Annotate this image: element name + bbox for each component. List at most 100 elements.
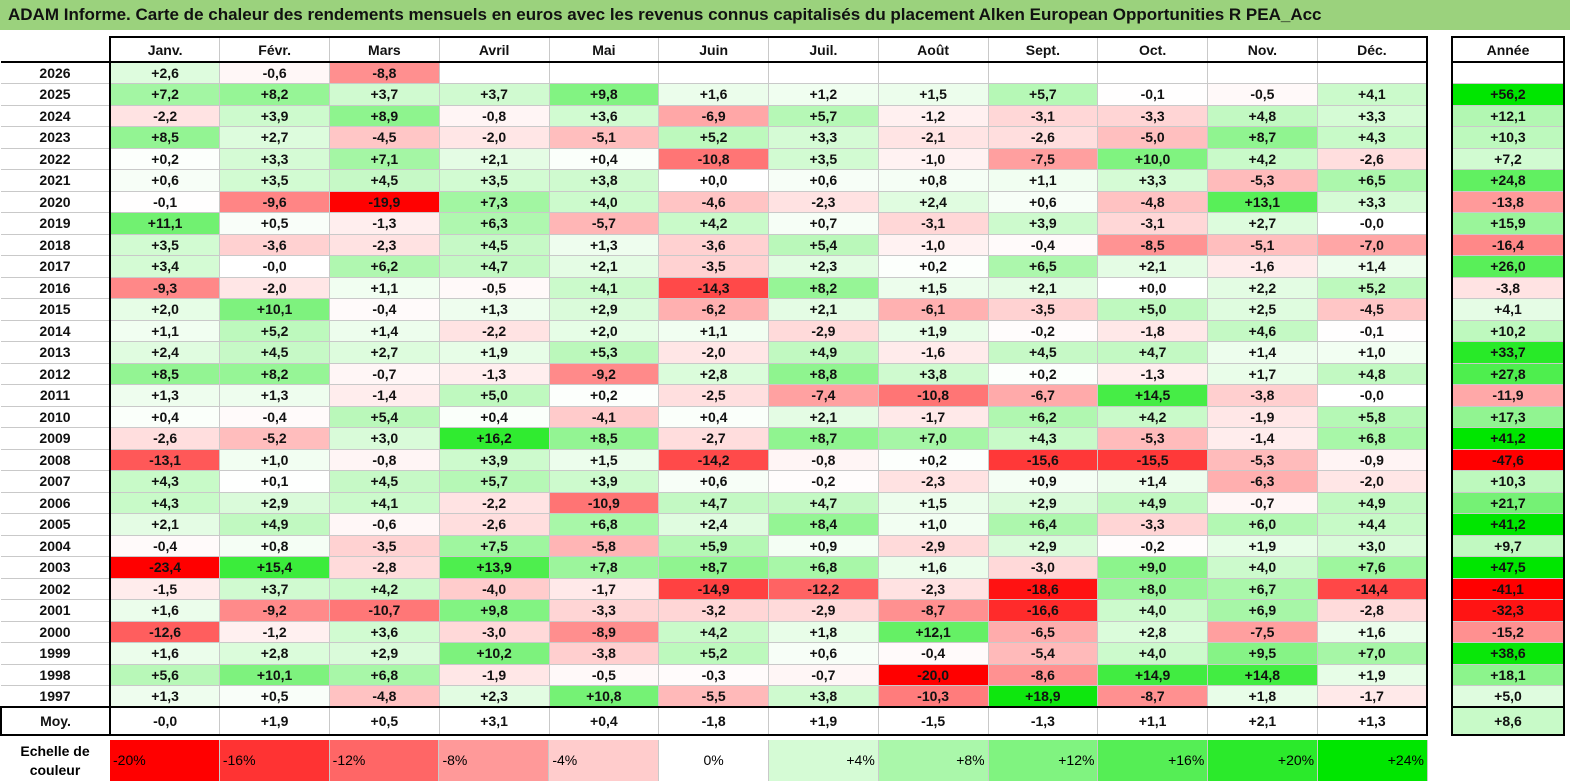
heat-cell: +4,3 [109,470,221,493]
heat-cell: -5,8 [548,534,660,557]
heat-cell: +7,1 [329,147,440,170]
heat-cell [987,61,1099,84]
year-label: 2016 [1,276,111,299]
heat-cell: +4,0 [1207,556,1318,579]
year-row: 2003 -23,4 +15,4 -2,8 +13,9 +7,8 +8,7 +6,8 +1,6-… [1,556,1428,579]
month-header-5: Juin [658,36,769,63]
heat-cell: +3,7 [438,83,550,106]
year-row: 2006 +4,3 +2,9 +4,1 -2,2 -10,9 +4,7 +4,7 +1,5 +2,… [1,491,1428,514]
heat-cell: +7,2 [109,83,221,106]
heat-cell: +1,5 [548,448,660,471]
heat-cell: -18,6 [987,577,1099,600]
heat-cell: -23,4 [109,556,221,579]
heat-cell: -0,0 [1316,212,1428,235]
annual-row: +10,3 [1451,126,1565,149]
year-row: 2015 +2,0 +10,1 -0,4 +1,3 +2,9 -6,2 +2,1 -6,1 -3,… [1,298,1428,321]
heat-cell: +1,5 [877,491,989,514]
annual-row: -32,3 [1451,599,1565,622]
heat-cell: -8,7 [1097,685,1208,708]
heat-cell: +6,4 [987,513,1099,536]
average-cell: -1,5 [877,706,989,736]
heat-cell: +4,5 [329,470,440,493]
heat-cell: +3,9 [548,470,660,493]
heat-cell: +1,3 [109,384,221,407]
average-cell: +1,3 [1316,706,1428,736]
heat-cell: +4,3 [109,491,221,514]
heat-cell: +1,9 [438,341,550,364]
average-cell: +1,9 [768,706,879,736]
heat-cell: -2,0 [658,341,769,364]
heat-cell: +8,5 [548,427,660,450]
average-cell: +0,4 [548,706,660,736]
heat-cell: -2,8 [329,556,440,579]
annual-body: +56,2 +12,1 +10,3 +7,2 +24,8 -13,8 +15,9 -16,4 +… [1451,61,1565,708]
heat-cell: +7,0 [877,427,989,450]
heat-cell: +0,0 [658,169,769,192]
heat-cell: +16,2 [438,427,550,450]
heat-cell: -0,0 [1316,384,1428,407]
heat-cell: +15,4 [219,556,330,579]
scale-step: +8% [878,740,989,781]
annual-cell: +18,1 [1451,663,1565,686]
heat-cell: +4,0 [1097,599,1208,622]
heat-cell: +4,2 [658,620,769,643]
year-row: 2025 +7,2 +8,2 +3,7 +3,7 +9,8 +1,6 +1,2 +1,5 +5,7… [1,83,1428,106]
heat-cell: -4,6 [658,190,769,213]
annual-row: +47,5 [1451,556,1565,579]
heat-cell: -3,0 [987,556,1099,579]
annual-row: -41,1 [1451,577,1565,600]
year-row: 2013 +2,4 +4,5 +2,7 +1,9 +5,3 -2,0 +4,9 -1,6 +4,5… [1,341,1428,364]
heat-cell: -8,5 [1097,233,1208,256]
monthly-heatmap: Janv. Févr. Mars Avril Mai Juin Juil. Août Sept.… [0,36,1428,736]
heat-cell: -1,7 [1316,685,1428,708]
heat-cell: -0,1 [1316,319,1428,342]
heat-cell: -3,3 [1097,513,1208,536]
heat-cell: -3,1 [1097,212,1208,235]
heat-cell: -1,3 [329,212,440,235]
heat-cell: -9,2 [219,599,330,622]
year-row: 2021 +0,6 +3,5 +4,5 +3,5 +3,8 +0,0 +0,6 +0,8 +1,1… [1,169,1428,192]
heat-cell: -9,2 [548,362,660,385]
heat-cell: -7,4 [768,384,879,407]
heat-cell [438,61,550,84]
heat-cell: -20,0 [877,663,989,686]
annual-cell: +26,0 [1451,255,1565,278]
color-scale-label: Echelle de couleur [0,740,110,781]
year-label: 2010 [1,405,111,428]
heat-cell: +9,0 [1097,556,1208,579]
year-label: 2022 [1,147,111,170]
month-header-7: Août [877,36,989,63]
heat-cell: -14,9 [658,577,769,600]
year-row: 2014 +1,1 +5,2 +1,4 -2,2 +2,0 +1,1 -2,9 +1,9 -0,2… [1,319,1428,342]
heat-cell: -2,3 [877,577,989,600]
heat-cell: -10,3 [877,685,989,708]
annual-row: -3,8 [1451,276,1565,299]
heat-cell: -5,5 [658,685,769,708]
heat-cell: -15,6 [987,448,1099,471]
heat-cell: +2,1 [109,513,221,536]
heat-cell: +4,2 [329,577,440,600]
annual-row: +9,7 [1451,534,1565,557]
heat-cell: +0,7 [768,212,879,235]
heat-cell: +3,8 [768,685,879,708]
heat-cell: +5,7 [987,83,1099,106]
heat-cell: +3,0 [1316,534,1428,557]
heat-cell: +1,6 [109,599,221,622]
scale-step: +4% [768,740,879,781]
annual-cell [1451,61,1565,84]
heat-cell: +5,7 [438,470,550,493]
annual-average-row: +8,6 [1451,706,1565,736]
heat-cell: -6,1 [877,298,989,321]
heat-cell: +3,8 [877,362,989,385]
heat-cell: +2,8 [219,642,330,665]
heat-cell: +6,7 [1207,577,1318,600]
annual-row: +17,3 [1451,405,1565,428]
heat-cell: -4,5 [1316,298,1428,321]
month-header-2: Mars [329,36,440,63]
heat-cell: +2,1 [768,298,879,321]
year-label: 2011 [1,384,111,407]
heat-cell: -10,9 [548,491,660,514]
heat-cell: -2,9 [768,599,879,622]
heat-cell: -7,5 [1207,620,1318,643]
year-row: 2005 +2,1 +4,9 -0,6 -2,6 +6,8 +2,4 +8,4 +1,0 +6,4… [1,513,1428,536]
